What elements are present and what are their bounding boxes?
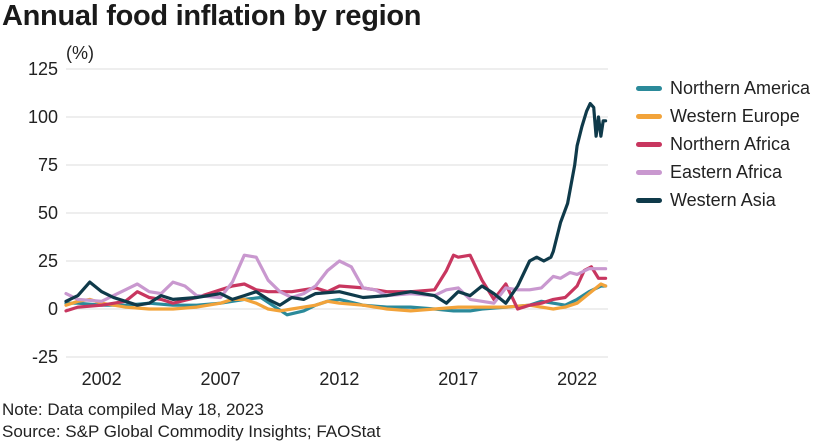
x-tick-label: 2002 <box>82 369 122 389</box>
x-axis-ticks: 2002 2007 2012 2017 2022 <box>82 369 597 389</box>
legend-swatch <box>636 85 662 91</box>
legend-swatch <box>636 141 662 147</box>
legend-swatch <box>636 197 662 203</box>
legend-swatch <box>636 113 662 119</box>
legend: Northern America Western Europe Northern A… <box>636 74 810 214</box>
footnote: Note: Data compiled May 18, 2023 Source:… <box>2 399 381 443</box>
source-text: Source: S&P Global Commodity Insights; F… <box>2 422 381 441</box>
legend-swatch <box>636 169 662 175</box>
x-tick-label: 2017 <box>438 369 478 389</box>
x-tick-label: 2022 <box>557 369 597 389</box>
y-axis-ticks: -25 0 25 50 75 100 125 <box>28 59 58 367</box>
legend-label: Eastern Africa <box>670 161 783 182</box>
legend-item-northern-africa: Northern Africa <box>636 130 810 158</box>
x-tick-label: 2007 <box>200 369 240 389</box>
chart-title: Annual food inflation by region <box>2 0 422 32</box>
series-line-northern-africa <box>64 253 608 313</box>
y-tick-label: 50 <box>38 203 58 223</box>
series-line-eastern-africa <box>64 253 608 305</box>
series-lines <box>64 102 608 317</box>
y-tick-label: 25 <box>38 251 58 271</box>
legend-label: Northern Africa <box>670 133 791 154</box>
y-tick-label: 75 <box>38 155 58 175</box>
x-tick-label: 2012 <box>319 369 359 389</box>
legend-label: Western Europe <box>670 105 800 126</box>
legend-label: Western Asia <box>670 189 776 210</box>
series-line-northern-america <box>64 284 608 317</box>
gridlines <box>66 68 608 358</box>
y-tick-label: 0 <box>48 299 58 319</box>
legend-label: Northern America <box>670 77 811 98</box>
y-tick-label: -25 <box>32 347 58 367</box>
legend-item-western-europe: Western Europe <box>636 102 810 130</box>
y-tick-label: 100 <box>28 107 58 127</box>
note-text: Note: Data compiled May 18, 2023 <box>2 400 264 419</box>
legend-item-northern-america: Northern America <box>636 74 810 102</box>
legend-item-western-asia: Western Asia <box>636 186 810 214</box>
y-axis-label: (%) <box>66 43 94 63</box>
series-line-western-europe <box>64 282 608 313</box>
legend-item-eastern-africa: Eastern Africa <box>636 158 810 186</box>
series-line-western-asia <box>64 102 608 307</box>
y-tick-label: 125 <box>28 59 58 79</box>
